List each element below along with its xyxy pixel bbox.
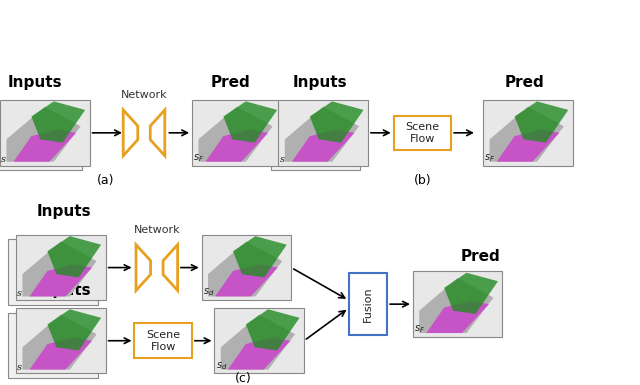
FancyBboxPatch shape [192,100,282,166]
FancyBboxPatch shape [0,100,90,166]
Polygon shape [419,278,493,333]
FancyBboxPatch shape [483,100,573,166]
Polygon shape [228,337,291,370]
Text: (c): (c) [235,372,252,385]
FancyBboxPatch shape [413,271,502,337]
FancyBboxPatch shape [202,235,291,300]
FancyBboxPatch shape [214,308,304,373]
Polygon shape [285,107,359,162]
Polygon shape [221,315,295,370]
Polygon shape [310,101,364,143]
Text: Inputs: Inputs [292,75,348,90]
Text: $s_d$: $s_d$ [203,286,214,298]
Polygon shape [29,264,92,296]
Text: Inputs: Inputs [36,283,92,298]
Text: Scene
Flow: Scene Flow [146,330,180,352]
Text: Inputs: Inputs [8,75,63,90]
Text: Scene
Flow: Scene Flow [405,122,440,144]
FancyBboxPatch shape [8,239,98,305]
Polygon shape [246,309,300,351]
FancyBboxPatch shape [16,308,106,373]
Text: Pred: Pred [211,75,250,90]
Text: $s_F$: $s_F$ [414,323,425,335]
Polygon shape [22,241,97,296]
FancyBboxPatch shape [8,313,98,378]
Polygon shape [292,130,355,162]
Polygon shape [47,309,101,351]
Text: Network: Network [121,90,167,100]
Polygon shape [22,315,97,370]
Text: s: s [280,155,285,164]
Polygon shape [205,130,268,162]
Text: s: s [1,155,6,164]
Polygon shape [198,107,273,162]
Polygon shape [47,236,101,278]
Polygon shape [444,273,498,314]
Text: Fusion: Fusion [363,286,373,322]
Text: (a): (a) [97,174,115,187]
FancyBboxPatch shape [134,323,192,358]
FancyBboxPatch shape [349,273,387,335]
Text: s: s [17,290,22,298]
FancyBboxPatch shape [271,105,360,170]
Text: (b): (b) [413,174,431,187]
Polygon shape [31,101,85,143]
FancyBboxPatch shape [0,105,82,170]
Text: Network: Network [134,225,180,235]
Polygon shape [215,264,278,296]
Polygon shape [208,241,282,296]
Polygon shape [490,107,564,162]
Polygon shape [29,337,92,370]
Polygon shape [426,301,489,333]
Polygon shape [223,101,277,143]
FancyBboxPatch shape [394,116,451,150]
Text: Pred: Pred [460,249,500,264]
Text: Inputs: Inputs [36,204,92,219]
Text: $s_d$: $s_d$ [216,360,227,372]
Text: $s_F$: $s_F$ [484,152,495,164]
Polygon shape [13,130,76,162]
Text: $s_F$: $s_F$ [193,152,204,164]
FancyBboxPatch shape [278,100,368,166]
Polygon shape [515,101,568,143]
FancyBboxPatch shape [16,235,106,300]
Polygon shape [497,130,559,162]
Text: Pred: Pred [505,75,545,90]
Polygon shape [233,236,287,278]
Text: s: s [17,363,22,372]
Polygon shape [6,107,81,162]
